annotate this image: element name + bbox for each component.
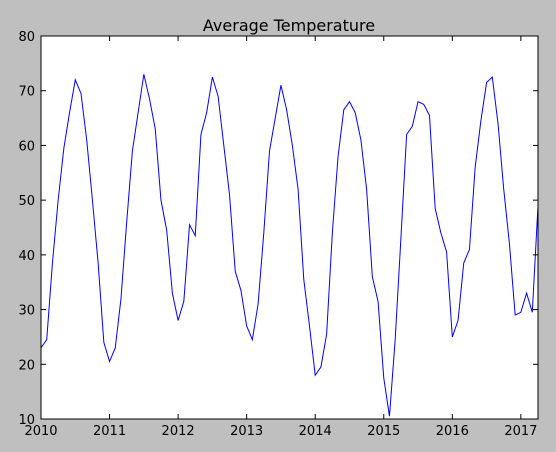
y-tick-label: 30 bbox=[18, 304, 35, 319]
y-tick-label: 20 bbox=[18, 358, 35, 373]
y-tick-label: 80 bbox=[18, 30, 35, 45]
y-tick-label: 60 bbox=[18, 139, 35, 154]
x-tick-label: 2014 bbox=[299, 424, 332, 439]
x-tick-label: 2015 bbox=[367, 424, 400, 439]
plot-area bbox=[41, 36, 538, 419]
x-tick-label: 2011 bbox=[93, 424, 126, 439]
y-tick-label: 10 bbox=[18, 413, 35, 428]
chart-title: Average Temperature bbox=[203, 16, 375, 35]
x-tick-label: 2017 bbox=[504, 424, 537, 439]
x-tick-label: 2016 bbox=[436, 424, 469, 439]
y-tick-label: 70 bbox=[18, 85, 35, 100]
y-tick-label: 40 bbox=[18, 249, 35, 264]
x-tick-label: 2013 bbox=[230, 424, 263, 439]
y-tick-label: 50 bbox=[18, 194, 35, 209]
x-tick-label: 2012 bbox=[162, 424, 195, 439]
